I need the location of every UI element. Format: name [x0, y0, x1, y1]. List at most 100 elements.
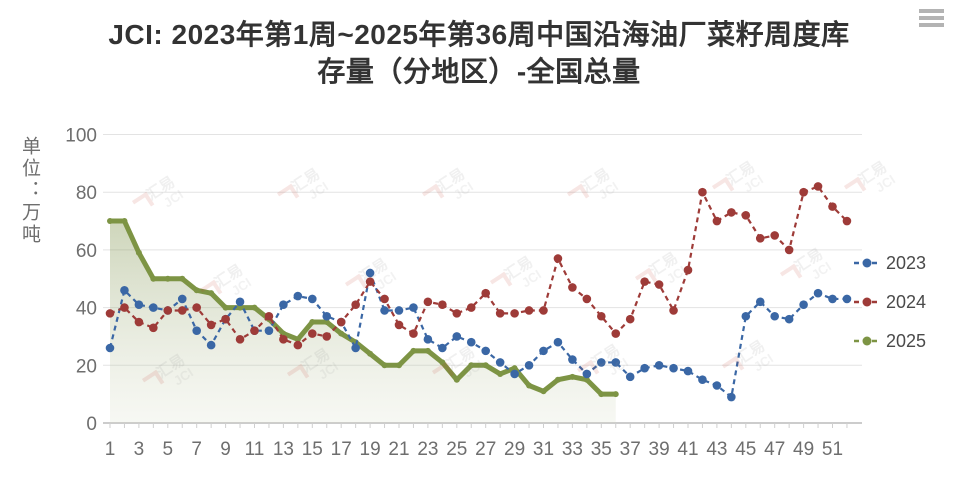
- series-2023-point[interactable]: [510, 369, 519, 379]
- series-2023-point[interactable]: [308, 294, 317, 304]
- series-2023-point[interactable]: [784, 314, 794, 324]
- series-2024-point[interactable]: [394, 320, 404, 330]
- series-2024-point[interactable]: [698, 187, 707, 197]
- series-2025-point[interactable]: [497, 370, 504, 377]
- series-2024-point[interactable]: [625, 314, 635, 324]
- series-2025-point[interactable]: [150, 275, 157, 282]
- series-2025-point[interactable]: [309, 319, 316, 326]
- series-2025-point[interactable]: [208, 290, 215, 297]
- series-2025-point[interactable]: [410, 347, 417, 354]
- series-2025-point[interactable]: [468, 362, 475, 369]
- series-2025-point[interactable]: [453, 376, 460, 383]
- series-2023-point[interactable]: [192, 326, 201, 335]
- series-2025-point[interactable]: [598, 391, 605, 398]
- series-2023-point[interactable]: [409, 303, 418, 312]
- series-2023-point[interactable]: [177, 294, 187, 304]
- series-2025-point[interactable]: [294, 336, 301, 343]
- series-2023-point[interactable]: [380, 306, 389, 315]
- series-2024-point[interactable]: [250, 326, 259, 335]
- series-2023-point[interactable]: [452, 332, 462, 341]
- legend-item-2025[interactable]: 2025: [854, 326, 926, 356]
- series-2024-point[interactable]: [120, 303, 129, 312]
- series-2023-point[interactable]: [120, 285, 129, 295]
- series-2024-point[interactable]: [351, 300, 360, 310]
- series-2023-point[interactable]: [394, 306, 404, 315]
- series-2024-point[interactable]: [192, 303, 201, 312]
- series-2023-point[interactable]: [466, 337, 476, 347]
- series-2025-point[interactable]: [121, 218, 128, 225]
- series-2024-point[interactable]: [235, 335, 245, 344]
- series-2024-point[interactable]: [322, 332, 332, 341]
- series-2023-point[interactable]: [279, 300, 288, 310]
- series-2025-point[interactable]: [424, 347, 431, 354]
- series-2024-point[interactable]: [770, 231, 779, 240]
- series-2023-point[interactable]: [322, 311, 332, 321]
- series-2024-point[interactable]: [799, 187, 808, 197]
- series-2024-point[interactable]: [669, 306, 678, 315]
- series-2024-point[interactable]: [683, 265, 693, 275]
- series-2024-point[interactable]: [336, 317, 346, 327]
- series-2024-point[interactable]: [293, 340, 303, 350]
- series-2023-point[interactable]: [438, 343, 447, 353]
- series-2024-point[interactable]: [553, 254, 563, 263]
- series-2023-point[interactable]: [206, 340, 216, 350]
- series-2024-point[interactable]: [409, 329, 418, 338]
- series-2024-point[interactable]: [481, 288, 491, 298]
- series-2023-point[interactable]: [134, 300, 144, 310]
- series-2024-point[interactable]: [828, 202, 837, 211]
- series-2025-point[interactable]: [583, 376, 590, 383]
- series-2024-point[interactable]: [134, 317, 144, 327]
- series-2023-point[interactable]: [539, 346, 548, 356]
- series-2025-point[interactable]: [439, 359, 446, 366]
- series-2023-point[interactable]: [582, 369, 592, 379]
- series-2025-point[interactable]: [569, 373, 576, 380]
- series-2023-point[interactable]: [365, 268, 375, 278]
- legend-item-2023[interactable]: 2023: [854, 248, 926, 278]
- series-2024-point[interactable]: [712, 216, 722, 226]
- series-2025-point[interactable]: [367, 350, 374, 357]
- series-2023-point[interactable]: [799, 300, 808, 310]
- series-2025-point[interactable]: [323, 319, 330, 326]
- series-2024-point[interactable]: [510, 309, 519, 318]
- series-2024-point[interactable]: [380, 294, 389, 304]
- legend-item-2024[interactable]: 2024: [854, 287, 926, 317]
- series-2024-point[interactable]: [466, 303, 476, 312]
- series-2024-point[interactable]: [105, 309, 115, 318]
- series-2025-point[interactable]: [222, 304, 229, 311]
- series-2025-point[interactable]: [381, 362, 388, 369]
- series-2025-point[interactable]: [554, 376, 561, 383]
- series-2025-point[interactable]: [193, 287, 200, 294]
- series-2025-point[interactable]: [396, 362, 402, 369]
- series-2023-point[interactable]: [423, 335, 433, 344]
- series-2023-point[interactable]: [741, 311, 751, 321]
- series-2023-point[interactable]: [669, 363, 678, 373]
- series-2024-point[interactable]: [654, 280, 664, 289]
- series-2023-point[interactable]: [712, 381, 722, 390]
- series-2024-point[interactable]: [640, 277, 649, 286]
- series-2025-point[interactable]: [107, 218, 113, 225]
- series-2025-point[interactable]: [612, 391, 619, 398]
- series-2024-point[interactable]: [755, 234, 765, 243]
- series-2024-point[interactable]: [611, 329, 621, 338]
- series-2024-point[interactable]: [813, 182, 823, 191]
- series-2025-point[interactable]: [526, 382, 533, 389]
- series-2023-point[interactable]: [727, 392, 736, 402]
- series-2023-point[interactable]: [351, 343, 360, 353]
- series-2024-point[interactable]: [539, 306, 548, 315]
- series-2023-point[interactable]: [264, 326, 274, 335]
- series-2023-point[interactable]: [481, 346, 491, 356]
- series-2023-point[interactable]: [698, 375, 707, 385]
- series-2024-point[interactable]: [177, 306, 187, 315]
- series-2024-point[interactable]: [582, 294, 592, 304]
- series-2023-point[interactable]: [813, 288, 823, 298]
- series-2024-point[interactable]: [741, 210, 751, 220]
- series-2024-point[interactable]: [784, 245, 794, 255]
- series-2025-point[interactable]: [164, 275, 171, 282]
- series-2024-point[interactable]: [495, 309, 505, 318]
- series-2023-point[interactable]: [755, 297, 765, 307]
- series-2023-point[interactable]: [683, 366, 693, 376]
- series-2023-point[interactable]: [640, 363, 649, 373]
- series-2023-point[interactable]: [553, 337, 563, 347]
- series-2025-point[interactable]: [251, 304, 258, 311]
- series-2023-point[interactable]: [597, 358, 606, 367]
